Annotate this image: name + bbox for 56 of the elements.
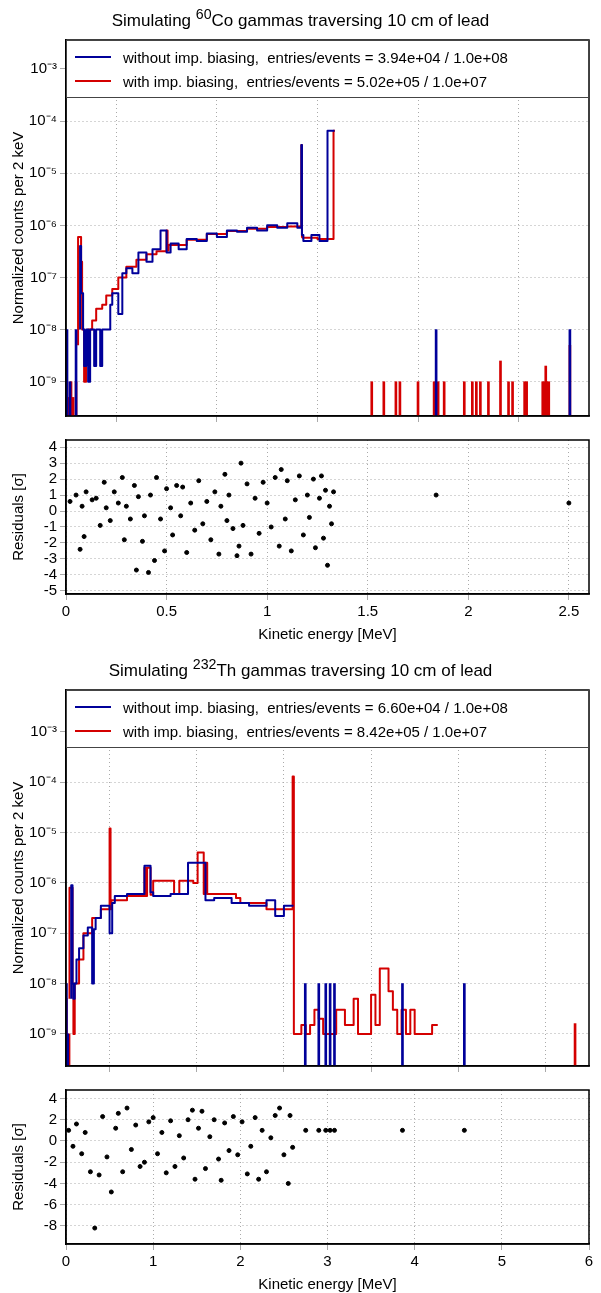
y-tick-label: 2	[48, 469, 57, 487]
y-tick-label: 4	[48, 1088, 57, 1106]
x-tick-label: 0	[61, 602, 71, 620]
x-tick-label: 1	[262, 602, 272, 620]
y-tick-label: 10⁻⁴	[28, 772, 57, 790]
y-tick-label: -2	[43, 533, 57, 551]
x-tick-label: 0	[61, 1252, 71, 1270]
y-tick-label: 10⁻⁹	[28, 371, 57, 389]
y-tick-label: 10⁻³	[30, 722, 57, 740]
y-tick-label: 0	[48, 1131, 57, 1149]
x-tick-label: 2	[464, 602, 473, 620]
x-tick-label: 5	[497, 1252, 507, 1270]
y-tick-label: 1	[48, 485, 57, 503]
y-tick-label: 3	[48, 453, 57, 471]
y-tick-label: 10⁻³	[30, 59, 57, 77]
legend-label: with imp. biasing, entries/events = 8.42e+05 / 1.0e+07	[123, 722, 487, 740]
y-tick-label: 10⁻⁵	[29, 822, 57, 840]
y-tick-label: 10⁻⁷	[29, 267, 57, 285]
y-tick-label: 4	[48, 437, 57, 455]
legend-label: without imp. biasing, entries/events = 3.94e+04 / 1.0e+08	[123, 48, 508, 66]
chart-title: Simulating $^{232}$Th gammas traversing 10 cm of lead	[107, 655, 494, 680]
x-axis-title: Kinetic energy [MeV]	[258, 1275, 397, 1293]
y-tick-label: -3	[43, 549, 57, 567]
x-axis-title: Kinetic energy [MeV]	[258, 625, 397, 643]
chart-title: Simulating $^{60}$Co gammas traversing 10 cm of lead	[110, 5, 491, 30]
y-axis-title: Normalized counts per 2 keV	[9, 781, 27, 975]
y-axis-title: Residuals [σ]	[9, 1123, 27, 1211]
y-tick-label: -4	[43, 564, 57, 582]
y-tick-label: 10⁻⁶	[29, 873, 57, 891]
x-tick-label: 2.5	[558, 602, 580, 620]
y-tick-label: -5	[43, 580, 57, 598]
y-tick-label: 10⁻⁸	[28, 319, 57, 337]
y-tick-label: -4	[43, 1173, 57, 1191]
y-tick-label: -8	[43, 1216, 57, 1234]
x-tick-label: 1	[148, 1252, 158, 1270]
y-tick-label: 2	[48, 1109, 57, 1127]
y-tick-label: 10⁻⁹	[28, 1024, 57, 1042]
x-tick-label: 0.5	[156, 602, 178, 620]
y-axis-title: Normalized counts per 2 keV	[9, 131, 27, 325]
y-axis-title: Residuals [σ]	[9, 473, 27, 561]
y-tick-label: 0	[48, 501, 57, 519]
y-tick-label: 10⁻⁶	[29, 215, 57, 233]
legend-label: without imp. biasing, entries/events = 6.60e+04 / 1.0e+08	[123, 698, 508, 716]
y-tick-label: -2	[43, 1152, 57, 1170]
y-tick-label: 10⁻⁷	[29, 923, 57, 941]
x-tick-label: 4	[410, 1252, 419, 1270]
y-tick-label: -1	[43, 517, 57, 535]
x-tick-label: 6	[584, 1252, 594, 1270]
x-tick-label: 1.5	[357, 602, 379, 620]
y-tick-label: 10⁻⁵	[29, 163, 57, 181]
y-tick-label: 10⁻⁸	[28, 973, 57, 991]
legend-label: with imp. biasing, entries/events = 5.02e+05 / 1.0e+07	[123, 72, 487, 90]
y-tick-label: -6	[43, 1194, 57, 1212]
y-tick-label: 10⁻⁴	[28, 111, 57, 129]
x-tick-label: 3	[323, 1252, 332, 1270]
x-tick-label: 2	[236, 1252, 245, 1270]
